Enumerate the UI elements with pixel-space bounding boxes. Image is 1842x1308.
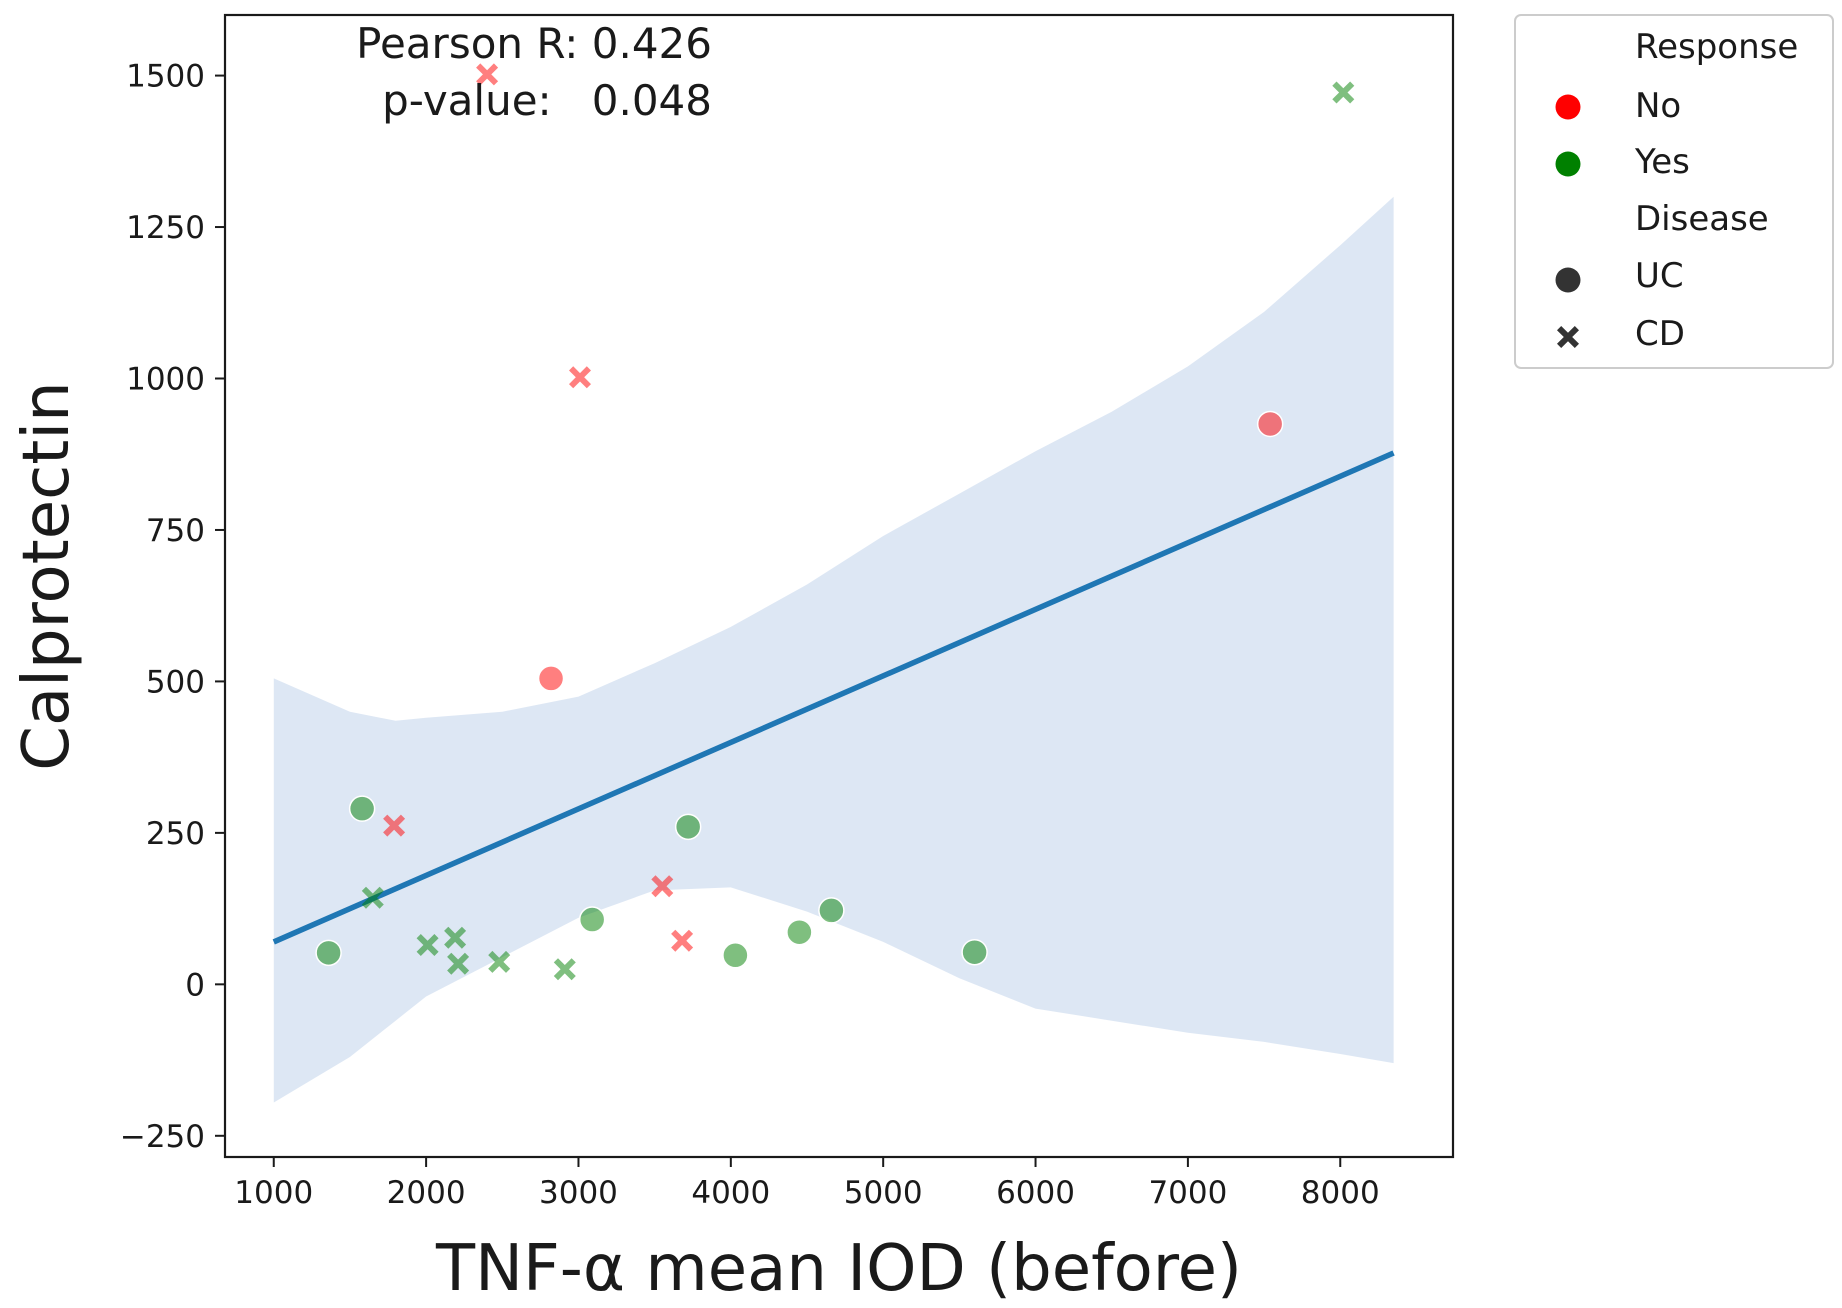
- x-tick-label: 2000: [387, 1175, 466, 1211]
- data-point-no-cd: [569, 366, 591, 389]
- y-tick-label: 1500: [126, 59, 205, 95]
- y-axis-title: Calprotectin: [10, 381, 84, 770]
- data-point-yes-uc: [961, 938, 988, 966]
- data-point-yes-cd: [444, 926, 467, 949]
- data-point-yes-cd: [553, 958, 576, 981]
- data-point-no-cd: [671, 929, 694, 952]
- confidence-band-layer: [273, 196, 1394, 1103]
- x-tick-label: 6000: [996, 1175, 1075, 1211]
- y-tick-label: 0: [185, 967, 205, 1003]
- legend-title-disease: Disease: [1635, 199, 1769, 239]
- legend-frame: [1514, 14, 1834, 369]
- x-tick-label: 3000: [539, 1175, 618, 1211]
- legend-title-response: Response: [1635, 27, 1798, 67]
- data-point-yes-uc: [722, 942, 749, 969]
- legend-label-yes: Yes: [1634, 142, 1690, 182]
- legend-label-uc: UC: [1635, 256, 1684, 296]
- legend-marker-yes: [1555, 151, 1581, 177]
- data-point-yes-uc: [578, 906, 606, 933]
- data-point-no-cd: [651, 875, 674, 898]
- y-tick-label: 750: [146, 513, 205, 549]
- data-point-yes-cd: [416, 934, 439, 956]
- data-point-no-cd: [476, 63, 499, 86]
- data-point-yes-uc: [818, 897, 845, 924]
- y-tick-label: 500: [146, 664, 205, 700]
- data-point-yes-cd: [447, 952, 470, 975]
- y-tick-label: 1250: [126, 210, 205, 246]
- legend-marker-cd: [1557, 326, 1579, 348]
- data-points-layer: [315, 63, 1355, 981]
- x-tick-label: 8000: [1301, 1175, 1380, 1211]
- axis-ticks-layer: 1000 2000 3000 4000 5000 6000 7000 8000 −250 0 250…: [120, 59, 1380, 1211]
- legend-marker-uc: [1555, 267, 1581, 293]
- x-tick-label: 4000: [691, 1175, 770, 1211]
- y-tick-label: 250: [146, 816, 205, 852]
- x-axis-title: TNF-α mean IOD (before): [435, 1232, 1242, 1306]
- data-point-yes-uc: [348, 795, 376, 822]
- x-tick-label: 1000: [234, 1175, 313, 1211]
- y-tick-label: 1000: [126, 362, 205, 398]
- data-point-no-uc: [1256, 410, 1284, 438]
- data-point-yes-cd: [361, 886, 384, 909]
- confidence-band: [273, 196, 1394, 1103]
- x-tick-label: 5000: [844, 1175, 923, 1211]
- pearson-r-annotation: Pearson R: 0.426: [356, 19, 712, 68]
- x-tick-label: 7000: [1148, 1175, 1227, 1211]
- legend: Response No Yes Disease UC CD: [1514, 14, 1834, 369]
- data-point-yes-uc: [786, 918, 813, 946]
- legend-label-cd: CD: [1635, 314, 1685, 354]
- plot-frame: [223, 13, 1455, 1159]
- regression-line-layer: [272, 450, 1395, 945]
- data-point-yes-cd: [1332, 81, 1355, 104]
- legend-marker-no: [1555, 94, 1581, 120]
- legend-label-no: No: [1635, 86, 1681, 126]
- data-point-yes-uc: [674, 813, 702, 841]
- p-value-annotation: p-value: 0.048: [382, 76, 712, 125]
- data-point-no-cd: [383, 814, 406, 837]
- regression-line: [272, 450, 1395, 945]
- data-point-yes-cd: [488, 950, 511, 973]
- data-point-yes-uc: [315, 939, 342, 967]
- y-tick-label: −250: [120, 1119, 205, 1155]
- data-point-no-uc: [537, 665, 565, 692]
